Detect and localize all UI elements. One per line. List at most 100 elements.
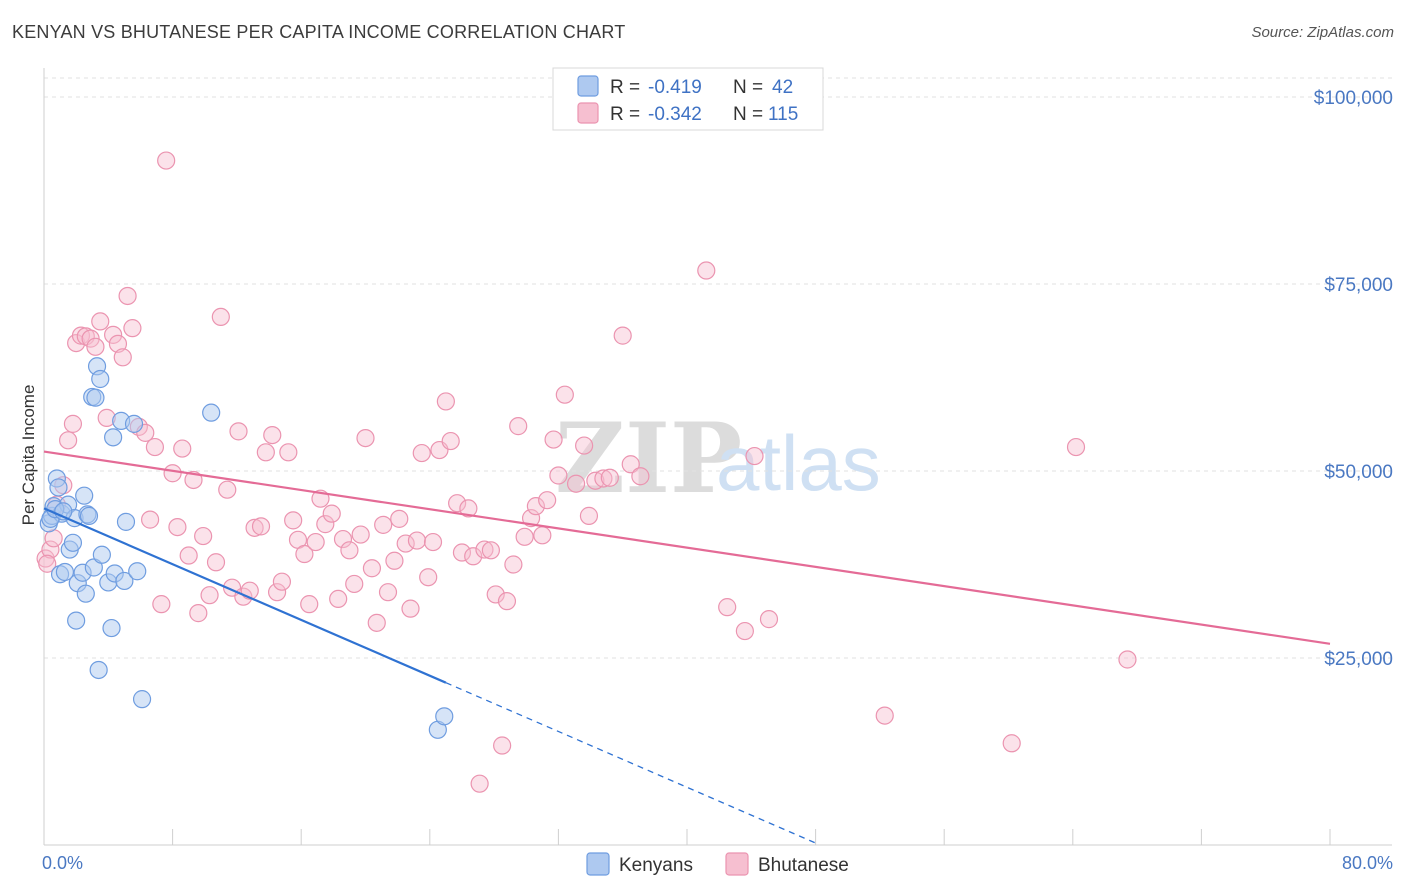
bhutanese-point-29	[189, 604, 208, 623]
bhutanese-point-113	[38, 554, 57, 573]
kenyans-point-12	[67, 611, 86, 630]
bhutanese-point-50	[306, 532, 325, 552]
bhutanese-point-104	[697, 261, 716, 280]
bhutanese-point-67	[401, 599, 420, 618]
bhutanese-point-108	[759, 610, 779, 629]
kenyans-points	[39, 357, 454, 739]
kenyans-point-33	[124, 414, 144, 433]
bhutanese-point-90	[533, 526, 552, 545]
bhutanese-point-15	[113, 348, 132, 367]
kenyans-point-18	[79, 506, 99, 525]
grid-lines	[44, 77, 1392, 659]
bhutanese-point-46	[284, 511, 303, 530]
bhutanese-point-14	[108, 334, 128, 353]
x-tick-label-end: 80.0%	[1342, 853, 1393, 873]
series-legend-kenyans-swatch	[586, 852, 610, 876]
bhutanese-point-84	[497, 592, 517, 611]
bhutanese-point-26	[173, 439, 192, 458]
legend-bhutanese-n-label: N =	[733, 104, 763, 125]
legend-kenyans-n-label: N =	[733, 77, 763, 98]
bhutanese-point-81	[481, 541, 500, 560]
bhutanese-point-40	[251, 517, 271, 536]
bhutanese-point-107	[745, 446, 764, 466]
bhutanese-point-25	[168, 517, 187, 537]
watermark-atlas: atlas	[716, 419, 881, 507]
bhutanese-point-82	[486, 585, 505, 604]
kenyans-point-32	[116, 512, 136, 531]
kenyans-point-28	[104, 428, 123, 447]
stats-legend: R = -0.419 N = 42 R = -0.342 N = 115	[552, 67, 824, 131]
bhutanese-point-20	[140, 510, 160, 529]
bhutanese-point-55	[333, 529, 353, 549]
bhutanese-point-92	[544, 430, 563, 449]
kenyans-point-16	[76, 584, 95, 603]
kenyans-point-10	[63, 533, 83, 552]
bhutanese-point-78	[464, 547, 483, 566]
bhutanese-point-96	[575, 436, 594, 455]
bhutanese-point-112	[1118, 650, 1137, 669]
y-tick-label-1: $50,000	[1324, 462, 1393, 483]
kenyans-point-4	[49, 478, 68, 497]
legend-kenyans-swatch	[577, 75, 599, 97]
bhutanese-point-57	[345, 574, 364, 594]
bhutanese-point-59	[356, 428, 375, 448]
bhutanese-point-42	[263, 425, 282, 445]
kenyans-trend-extension	[445, 682, 816, 844]
bhutanese-point-30	[194, 526, 213, 546]
y-axis-label: Per Capita Income	[19, 385, 38, 526]
y-tick-labels: $25,000 $50,000 $75,000 $100,000	[1314, 88, 1393, 670]
bhutanese-point-99	[594, 469, 613, 488]
kenyans-trend-line	[43, 507, 447, 684]
bhutanese-point-41	[256, 443, 275, 462]
bhutanese-point-45	[279, 443, 298, 462]
bhutanese-point-86	[509, 417, 528, 436]
bhutanese-point-44	[272, 572, 292, 591]
bhutanese-point-17	[123, 319, 142, 338]
bhutanese-point-106	[735, 621, 754, 641]
bhutanese-point-109	[875, 706, 894, 725]
x-tick-label-start: 0.0%	[42, 853, 83, 873]
bhutanese-point-53	[322, 504, 341, 523]
bhutanese-point-83	[493, 736, 512, 755]
bhutanese-points	[36, 151, 1137, 793]
bhutanese-point-103	[631, 467, 650, 486]
bhutanese-point-97	[579, 506, 599, 525]
y-tick-label-2: $75,000	[1324, 275, 1393, 296]
kenyans-point-7	[55, 562, 74, 582]
bhutanese-point-28	[184, 470, 203, 490]
bhutanese-point-1	[41, 540, 60, 559]
bhutanese-point-110	[1002, 734, 1021, 753]
bhutanese-point-21	[145, 437, 165, 457]
kenyans-point-36	[202, 403, 221, 422]
bhutanese-point-111	[1066, 437, 1086, 457]
bhutanese-point-48	[295, 544, 314, 564]
bhutanese-point-85	[504, 555, 523, 574]
bhutanese-point-101	[613, 326, 632, 345]
bhutanese-point-71	[423, 532, 443, 552]
bhutanese-point-52	[316, 515, 335, 534]
series-legend-bhutanese-swatch	[725, 852, 749, 876]
bhutanese-point-89	[526, 497, 545, 516]
axes	[43, 68, 1392, 846]
bhutanese-point-43	[267, 583, 287, 602]
bhutanese-point-11	[91, 312, 110, 331]
x-tick-labels: 0.0% 80.0%	[42, 853, 1393, 873]
legend-kenyans-r-label: R =	[610, 77, 640, 98]
bhutanese-point-16	[118, 286, 137, 306]
bhutanese-point-24	[163, 464, 182, 483]
bhutanese-point-93	[549, 466, 568, 485]
bhutanese-point-91	[538, 491, 557, 510]
kenyans-point-27	[102, 618, 121, 638]
kenyans-point-21	[86, 388, 105, 407]
bhutanese-point-102	[621, 455, 640, 474]
bhutanese-point-87	[515, 527, 534, 546]
bhutanese-point-95	[566, 474, 586, 493]
bhutanese-point-31	[200, 586, 219, 605]
kenyans-point-38	[435, 707, 454, 726]
bhutanese-point-76	[452, 543, 472, 562]
bhutanese-point-74	[441, 431, 460, 451]
bhutanese-point-64	[385, 551, 404, 570]
legend-bhutanese-swatch	[577, 102, 599, 124]
bhutanese-point-58	[351, 525, 370, 544]
bhutanese-point-65	[390, 509, 409, 528]
